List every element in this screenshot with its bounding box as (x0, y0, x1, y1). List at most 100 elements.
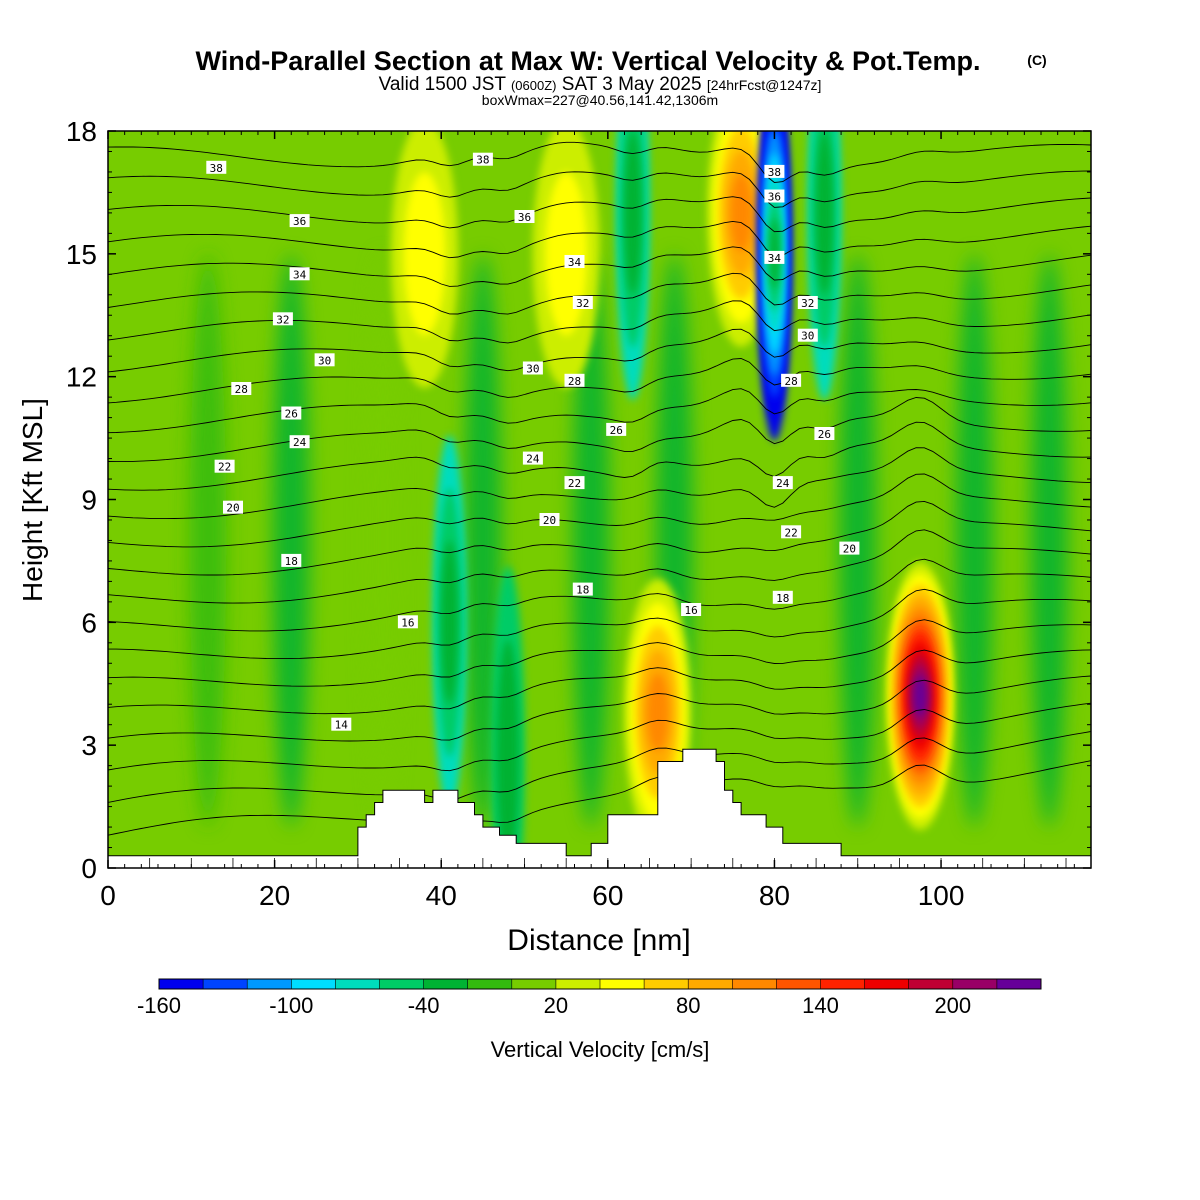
y-axis-title: Height [Kft MSL] (17, 398, 48, 602)
isotherm-label: 24 (289, 435, 310, 449)
isotherm-line (108, 619, 1091, 687)
colorbar-tick-label: -40 (408, 993, 440, 1018)
valid-prefix: Valid 1500 JST (379, 74, 507, 95)
isotherm-line (108, 388, 1091, 434)
isotherm-label-text: 36 (293, 215, 306, 228)
velocity-contour-fill (496, 639, 519, 867)
isotherm-label-box (564, 255, 585, 268)
colorbar-swatch (688, 979, 733, 989)
isotherm-label-box (472, 152, 493, 166)
isotherm-line (108, 558, 1091, 632)
background-bands (189, 253, 1068, 828)
isotherm-label-text: 28 (784, 375, 797, 388)
colorbar-swatch (952, 979, 998, 989)
isotherm-label: 26 (281, 406, 302, 421)
isotherm-label: 38 (206, 160, 227, 175)
isotherm-line (108, 473, 1091, 548)
colorbar-tick-label: 20 (544, 993, 568, 1018)
isotherm-line (108, 760, 1091, 836)
isotherm-line (108, 397, 1091, 463)
isotherm-label-text: 16 (684, 604, 697, 617)
copyright-mark: (C) (1027, 52, 1046, 68)
colorbar: -160 -100 -40 20 80 140 200 (137, 978, 1042, 1018)
x-tick-label: 100 (918, 880, 965, 911)
isotherm-line (108, 500, 1091, 576)
isotherm-label-text: 38 (210, 162, 223, 175)
isotherm-line (108, 358, 1091, 404)
isotherm-label: 20 (223, 500, 243, 515)
updraft-core (390, 131, 459, 388)
colorbar-tick-label: 200 (934, 993, 971, 1018)
isotherm-label-box (772, 476, 793, 490)
x-tick-label: 20 (259, 880, 290, 911)
isotherm-label: 30 (797, 328, 818, 343)
isotherm-label: 30 (522, 361, 543, 376)
isotherm-line (108, 649, 1091, 715)
isotherm-label-text: 18 (776, 592, 789, 605)
isotherm-label-box (514, 210, 535, 223)
isotherm-label-box (289, 267, 310, 281)
isotherm-label-box (522, 361, 543, 375)
velocity-contour-fill (914, 675, 927, 717)
updraft-core (886, 562, 954, 831)
isotherm-label-box (539, 513, 560, 526)
isotherm-label-text: 38 (476, 154, 489, 167)
y-tick-label: 9 (81, 485, 97, 516)
isotherm-label-box (572, 582, 593, 596)
isotherm-label-text: 34 (293, 268, 307, 281)
colorbar-swatch (732, 979, 777, 989)
isotherm-label: 36 (514, 210, 535, 224)
isotherm-line (108, 220, 1091, 259)
isotherm-label-box (289, 435, 310, 449)
isotherm-label: 18 (281, 553, 302, 568)
isotherm-label-text: 18 (285, 555, 298, 568)
x-tick-label: 0 (100, 880, 116, 911)
downdraft-core (615, 131, 650, 401)
isotherm-label-box (397, 615, 418, 629)
colorbar-swatch (776, 979, 821, 989)
isotherm-label: 20 (839, 541, 860, 556)
colorbar-tick-label: 140 (802, 993, 839, 1018)
velocity-band (464, 253, 502, 828)
forecast-info: [24hrFcst@1247z] (707, 77, 822, 93)
isotherm-label-box (564, 476, 585, 490)
isotherm-label: 36 (764, 189, 785, 204)
isotherm-line (108, 246, 1091, 287)
isotherm-label-text: 20 (543, 514, 556, 527)
y-tick-label: 12 (66, 362, 97, 393)
isotherm-label: 34 (564, 255, 585, 269)
y-tick-label: 15 (66, 239, 97, 270)
isotherm-line (108, 447, 1091, 520)
isotherm-label: 28 (231, 382, 252, 396)
isotherm-label-text: 22 (784, 526, 797, 539)
isotherm-label-text: 38 (768, 166, 781, 179)
isotherm-label-text: 24 (293, 436, 307, 449)
isotherm-label: 32 (272, 312, 293, 326)
velocity-contour-fill (815, 131, 833, 295)
isotherm-line (108, 272, 1091, 315)
isotherm-label: 20 (539, 513, 560, 527)
x-axis-title: Distance [nm] (507, 924, 690, 957)
isotherm-line (108, 421, 1091, 491)
isotherm-label: 18 (772, 590, 793, 605)
velocity-contour-fill (441, 540, 458, 705)
valid-utc: (0600Z) (511, 78, 557, 93)
isotherm-label: 34 (764, 250, 785, 265)
isotherm-label: 22 (214, 459, 235, 474)
isotherm-label-text: 32 (276, 313, 289, 326)
isotherm-label-text: 26 (818, 428, 831, 441)
colorbar-tick-label: 80 (676, 993, 700, 1018)
isotherm-label: 24 (522, 451, 543, 466)
isotherm-label-box (681, 603, 702, 616)
isotherm-label-box (522, 451, 543, 465)
isotherm-label-box (772, 590, 793, 604)
isotherm-label-box (797, 328, 818, 342)
isotherm-label: 26 (814, 427, 835, 441)
colorbar-swatch (600, 979, 645, 989)
valid-date: SAT 3 May 2025 (562, 74, 702, 95)
isotherm-line (108, 170, 1091, 208)
velocity-band (189, 253, 227, 828)
isotherm-line (108, 675, 1091, 742)
